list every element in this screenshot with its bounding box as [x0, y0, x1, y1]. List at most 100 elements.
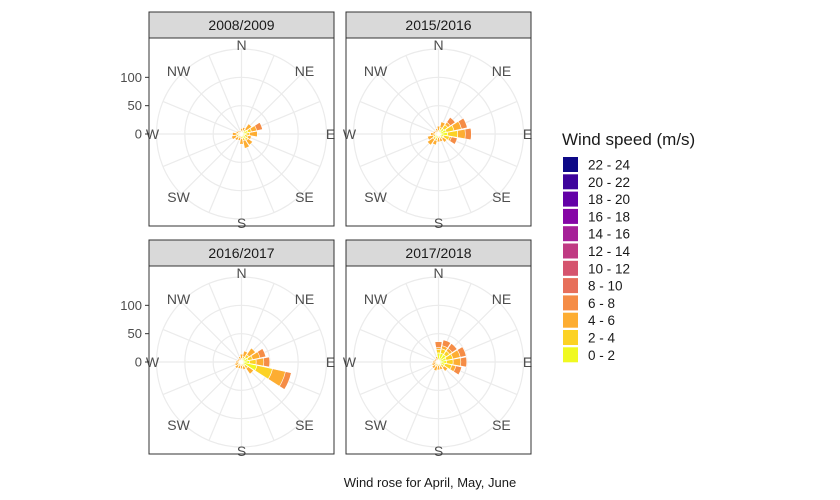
- direction-label: S: [237, 443, 246, 459]
- wind-bar-segment: [457, 117, 468, 130]
- wind-bar-segment: [456, 346, 467, 358]
- legend-label: 16 - 18: [588, 209, 630, 224]
- facet-strip: [345, 11, 532, 39]
- legend-label: 12 - 14: [588, 244, 631, 259]
- figure-caption: Wind rose for April, May, June: [344, 475, 516, 490]
- wind-bar-segment: [446, 116, 456, 127]
- wind-bar-segment: [434, 341, 443, 349]
- facet-strip-label: 2016/2017: [208, 245, 274, 261]
- radial-grid-spoke: [208, 361, 243, 441]
- wind-bar-segment: [238, 356, 242, 361]
- direction-label: S: [434, 443, 443, 459]
- direction-label: SW: [167, 189, 190, 205]
- radial-grid-spoke: [208, 283, 243, 363]
- wind-bar-segment: [235, 130, 240, 134]
- direction-label: N: [433, 37, 443, 53]
- radial-grid-spoke: [359, 100, 439, 135]
- wind-bar-segment: [234, 362, 240, 367]
- radial-grid-spoke: [359, 133, 439, 168]
- radial-grid-spoke: [437, 133, 472, 213]
- radial-grid-spoke: [162, 133, 242, 168]
- wind-bar-segment: [248, 130, 258, 138]
- direction-label: NE: [295, 291, 314, 307]
- panel-border: [345, 265, 532, 455]
- legend-label: 4 - 6: [588, 313, 615, 328]
- panel-border: [345, 37, 532, 227]
- legend-swatch: [563, 278, 578, 294]
- radial-grid-spoke: [359, 361, 439, 396]
- facet-panel: 2017/2018 N NE E SE S SW W NW: [343, 239, 532, 459]
- legend-swatch: [563, 243, 578, 259]
- facet-strip-label: 2008/2009: [208, 17, 274, 33]
- radial-grid-spoke: [180, 133, 242, 195]
- wind-bar-segment: [245, 138, 254, 146]
- direction-label: NW: [364, 63, 388, 79]
- legend-swatch: [563, 174, 578, 190]
- legend-label: 0 - 2: [588, 348, 615, 363]
- wind-bar-segment: [435, 356, 439, 361]
- wind-bar-segment: [439, 121, 446, 129]
- facet-panel: 2015/2016 N NE E SE S SW W NW: [343, 11, 532, 231]
- radial-grid-spoke: [438, 361, 500, 423]
- radial-grid-spoke: [180, 73, 242, 135]
- legend-swatch: [563, 295, 578, 311]
- facet-strip-label: 2015/2016: [405, 17, 471, 33]
- legend-label: 18 - 20: [588, 192, 630, 207]
- legend: Wind speed (m/s) 22 - 24 20 - 22 18 - 20 16…: [562, 130, 695, 363]
- panel-border: [148, 37, 335, 227]
- wind-bar-segment: [232, 132, 238, 136]
- facet-strip: [148, 239, 335, 267]
- direction-label: E: [326, 126, 335, 142]
- legend-swatch: [563, 330, 578, 345]
- direction-label: SE: [295, 189, 314, 205]
- direction-label: E: [523, 354, 532, 370]
- legend-label: 2 - 4: [588, 331, 616, 346]
- wind-bar-segment: [246, 135, 252, 140]
- y-axis-tick-label: 50: [128, 98, 142, 113]
- legend-label: 22 - 24: [588, 158, 631, 173]
- radial-grid-spoke: [359, 328, 439, 363]
- wind-bar-segment: [464, 127, 472, 141]
- wind-bar-segment: [237, 129, 241, 134]
- legend-label: 20 - 22: [588, 175, 630, 190]
- facet-strip-label: 2017/2018: [405, 245, 471, 261]
- radial-grid-spoke: [438, 133, 500, 195]
- direction-label: S: [434, 215, 443, 231]
- direction-label: SW: [167, 417, 190, 433]
- direction-label: NW: [167, 291, 191, 307]
- wind-bar-segment: [449, 136, 458, 145]
- wind-bar-segment: [244, 123, 253, 132]
- legend-swatch: [563, 347, 578, 363]
- direction-label: W: [343, 354, 357, 370]
- y-axis-tick-label: 100: [120, 70, 142, 85]
- y-axis-tick-label: 50: [128, 326, 142, 341]
- wind-bar-segment: [263, 356, 271, 368]
- y-axis-tick-label: 0: [135, 127, 142, 142]
- radial-grid-spoke: [437, 55, 472, 135]
- wind-bar-segment: [453, 365, 463, 376]
- wind-bar-segment: [431, 362, 437, 367]
- radial-grid-spoke: [405, 283, 440, 363]
- radial-grid-spoke: [162, 361, 242, 396]
- wind-bar-segment: [257, 348, 267, 359]
- radial-grid-spoke: [208, 55, 243, 135]
- radial-grid-spoke: [405, 361, 440, 441]
- direction-label: NW: [167, 63, 191, 79]
- facet-panels: 2008/2009NNEESESSWWNW0501002015/2016NNEE…: [120, 11, 532, 459]
- wind-bar-segment: [242, 365, 247, 371]
- direction-label: SW: [364, 189, 387, 205]
- direction-label: SW: [364, 417, 387, 433]
- radial-grid-spoke: [241, 73, 303, 135]
- radial-grid-spoke: [180, 301, 242, 363]
- wind-bar-segment: [432, 130, 437, 134]
- y-axis-tick-label: 0: [135, 355, 142, 370]
- wind-bar-segment: [427, 134, 435, 141]
- radial-grid-spoke: [377, 73, 439, 135]
- wind-bar-segment: [431, 139, 438, 146]
- wind-bar-segment: [441, 365, 449, 372]
- radial-grid-spoke: [377, 301, 439, 363]
- legend-label: 10 - 12: [588, 261, 630, 276]
- wind-bar-segment: [441, 339, 452, 349]
